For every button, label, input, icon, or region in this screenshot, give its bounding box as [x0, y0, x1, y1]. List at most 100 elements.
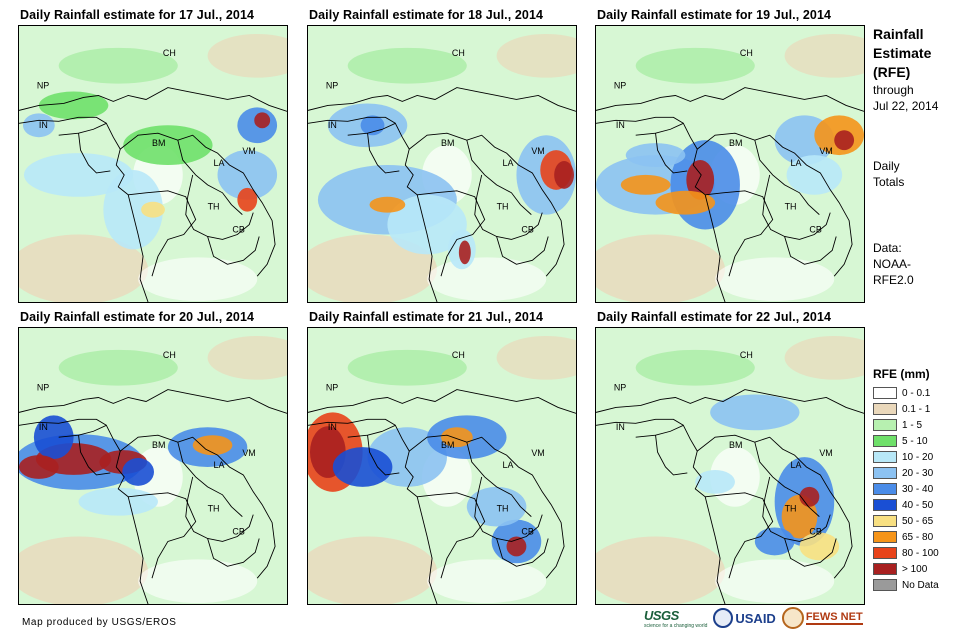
moderate-rain-patch [58, 349, 178, 386]
rainfall-cell [786, 155, 843, 195]
country-border [308, 87, 576, 112]
country-label: NP [614, 81, 626, 91]
legend-swatch [873, 531, 897, 543]
legend-label: 50 - 65 [902, 515, 934, 527]
panel-title: Daily Rainfall estimate for 21 Jul., 201… [309, 310, 544, 324]
fews-seal-icon [781, 607, 804, 629]
legend-item: 80 - 100 [873, 545, 965, 561]
drizzle-patch [784, 335, 864, 380]
country-label: TH [208, 202, 220, 212]
country-label: IN [616, 422, 625, 432]
drizzle-patch [207, 33, 287, 78]
country-label: BM [441, 138, 454, 148]
rainfall-map-svg: CH NP IN BM LA VM TH CB [596, 26, 864, 302]
country-label: VM [819, 448, 832, 458]
rainfall-cell [217, 150, 278, 200]
dry-patch [427, 257, 547, 302]
country-border [367, 435, 400, 476]
moderate-rain-patch [635, 47, 755, 84]
country-label: CH [163, 48, 176, 58]
legend-swatch [873, 387, 897, 399]
country-border [635, 122, 726, 302]
legend-label: > 100 [902, 563, 928, 575]
legend-title: RFE (mm) [873, 367, 930, 381]
country-border [119, 434, 276, 579]
side-title-line1: Rainfall [873, 26, 924, 42]
country-border [596, 87, 864, 112]
legend-swatch [873, 403, 897, 415]
drizzle-patch [19, 234, 149, 302]
country-label: NP [326, 81, 338, 91]
country-border [78, 435, 111, 476]
country-label: CB [809, 225, 821, 235]
country-border [655, 133, 688, 174]
panel-title: Daily Rainfall estimate for 20 Jul., 201… [20, 310, 255, 324]
side-title-line3: (RFE) [873, 64, 911, 80]
legend-swatch [873, 451, 897, 463]
country-border [417, 190, 486, 277]
rainfall-map: CH NP IN BM LA VM TH CB [18, 25, 288, 303]
legend-swatch [873, 547, 897, 559]
rainfall-map-svg: CH NP IN BM LA VM TH CB [19, 328, 287, 604]
country-label: IN [616, 120, 625, 130]
drizzle-patch [596, 536, 726, 604]
rainfall-cell [554, 161, 575, 189]
country-label: IN [39, 422, 48, 432]
legend-item: 20 - 30 [873, 465, 965, 481]
country-border [119, 132, 276, 277]
legend-item: 30 - 40 [873, 481, 965, 497]
moderate-rain-patch [58, 47, 178, 84]
rainfall-cell [799, 486, 820, 507]
country-label: BM [441, 440, 454, 450]
country-label: LA [791, 158, 802, 168]
legend-swatch [873, 515, 897, 527]
logos: USGS science for a changing world USAID … [644, 607, 863, 629]
panel-title: Daily Rainfall estimate for 17 Jul., 201… [20, 8, 255, 22]
fews-logo-text: FEWS NET [805, 611, 863, 625]
rainfall-cell [695, 469, 735, 494]
country-border [78, 133, 111, 174]
country-label: IN [328, 422, 337, 432]
drizzle-patch [308, 234, 438, 302]
rainfall-cell [799, 532, 840, 561]
rainfall-cell [103, 169, 163, 250]
country-border [128, 492, 197, 579]
dry-patch [427, 559, 547, 604]
panel-title: Daily Rainfall estimate for 19 Jul., 201… [597, 8, 832, 22]
country-label: VM [531, 448, 544, 458]
legend-item: 50 - 65 [873, 513, 965, 529]
country-label: CB [521, 225, 533, 235]
rainfall-map: CH NP IN BM LA VM TH CB [18, 327, 288, 605]
legend-item: 1 - 5 [873, 417, 965, 433]
country-border [128, 190, 197, 277]
side-data-source1: NOAA- [873, 257, 912, 271]
rainfall-cell [686, 160, 715, 200]
legend-swatch [873, 579, 897, 591]
drizzle-patch [19, 536, 149, 604]
country-border [19, 418, 107, 426]
fews-net-logo: FEWS NET [781, 607, 863, 629]
country-border [417, 492, 486, 579]
side-daily: Daily [873, 159, 900, 173]
side-title-line2: Estimate [873, 45, 932, 61]
side-data-source2: RFE2.0 [873, 273, 914, 287]
country-border [705, 492, 774, 579]
legend-item: 65 - 80 [873, 529, 965, 545]
country-label: BM [152, 440, 165, 450]
rainfall-cell [620, 174, 671, 195]
side-info: Rainfall Estimate (RFE) through Jul 22, … [873, 25, 965, 288]
rainfall-cell [122, 458, 154, 486]
country-border [762, 476, 831, 542]
country-border [466, 442, 532, 517]
rainfall-cell [141, 201, 165, 218]
rainfall-cell [23, 153, 134, 197]
country-border [19, 87, 287, 112]
country-border [308, 116, 396, 124]
country-label: CH [452, 350, 465, 360]
country-border [474, 476, 543, 542]
legend: RFE (mm) 0 - 0.1 0.1 - 1 1 - 5 5 - 10 10 - 2… [873, 367, 965, 593]
dry-patch [715, 257, 835, 302]
drizzle-patch [596, 234, 726, 302]
rainfall-cell [123, 125, 213, 165]
legend-swatch [873, 499, 897, 511]
